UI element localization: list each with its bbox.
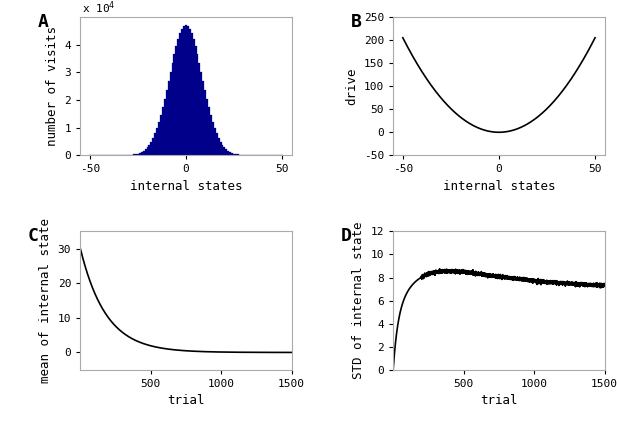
Y-axis label: drive: drive	[346, 68, 358, 105]
Bar	[160, 115, 162, 155]
Bar	[191, 33, 193, 155]
Bar	[218, 138, 220, 155]
Bar	[172, 63, 173, 155]
Bar	[233, 153, 235, 155]
Bar	[227, 151, 229, 155]
Bar	[166, 90, 168, 155]
X-axis label: internal states: internal states	[130, 180, 242, 193]
Bar	[137, 153, 139, 155]
Bar	[151, 142, 152, 155]
Bar	[135, 154, 137, 155]
Bar	[204, 90, 206, 155]
Bar	[194, 46, 197, 155]
Bar	[183, 26, 185, 155]
Bar	[185, 26, 187, 155]
Bar	[177, 39, 179, 155]
Text: B: B	[351, 13, 362, 31]
Bar	[139, 153, 141, 155]
Bar	[156, 128, 158, 155]
Bar	[162, 108, 164, 155]
Bar	[141, 152, 143, 155]
Bar	[164, 99, 166, 155]
X-axis label: trial: trial	[167, 394, 205, 407]
Bar	[154, 133, 156, 155]
Bar	[173, 54, 175, 155]
Bar	[170, 72, 172, 155]
Bar	[144, 149, 146, 155]
Bar	[223, 147, 225, 155]
Bar	[179, 33, 181, 155]
Bar	[168, 81, 170, 155]
Bar	[212, 122, 214, 155]
X-axis label: internal states: internal states	[442, 180, 555, 193]
Bar	[202, 81, 204, 155]
Bar	[158, 122, 160, 155]
Bar	[152, 138, 154, 155]
Bar	[216, 133, 218, 155]
Bar	[222, 144, 223, 155]
Y-axis label: number of visits: number of visits	[46, 26, 59, 146]
Bar	[235, 154, 237, 155]
Text: A: A	[38, 13, 49, 31]
Bar	[146, 147, 149, 155]
Y-axis label: mean of internal state: mean of internal state	[39, 218, 52, 383]
Bar	[199, 63, 201, 155]
Bar	[193, 39, 194, 155]
Bar	[214, 128, 216, 155]
Bar	[210, 115, 212, 155]
Bar	[149, 144, 151, 155]
Bar	[220, 142, 222, 155]
Bar	[208, 108, 210, 155]
Text: C: C	[27, 227, 38, 245]
Bar	[187, 26, 189, 155]
Bar	[231, 153, 233, 155]
X-axis label: trial: trial	[480, 394, 518, 407]
Bar	[229, 152, 231, 155]
Bar	[197, 54, 199, 155]
Bar	[143, 151, 144, 155]
Text: D: D	[341, 227, 351, 245]
Bar	[181, 29, 183, 155]
Bar	[189, 29, 191, 155]
Bar	[206, 99, 208, 155]
Y-axis label: STD of internal state: STD of internal state	[352, 222, 365, 380]
Bar	[175, 46, 177, 155]
Bar	[201, 72, 202, 155]
Bar	[225, 149, 227, 155]
Text: x 10$^4$: x 10$^4$	[82, 0, 116, 16]
